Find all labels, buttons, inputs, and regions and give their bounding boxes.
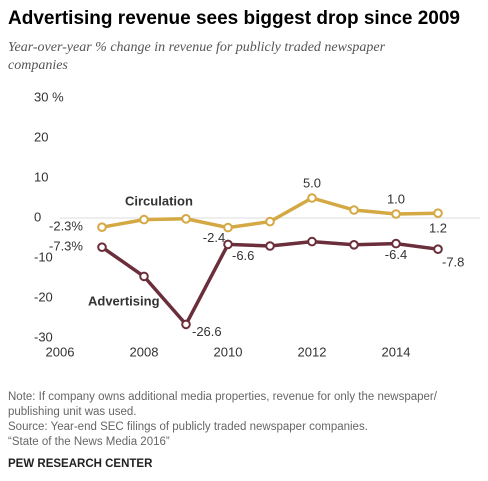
data-label: -7.8 (442, 255, 464, 270)
data-label: -26.6 (192, 324, 222, 339)
y-tick-label: 20 (34, 129, 48, 144)
data-label: -7.3% (49, 239, 83, 254)
y-tick-label: 0 (34, 209, 41, 224)
point (307, 236, 317, 247)
y-tick-label: -20 (34, 289, 53, 304)
note: publishing unit was used. (8, 406, 137, 418)
point (97, 242, 107, 252)
point (265, 241, 275, 251)
data-label: -2.3% (49, 219, 83, 234)
point (181, 214, 191, 224)
credit: PEW RESEARCH CENTER (8, 458, 153, 470)
note: Source: Year-end SEC filings of publicly… (8, 421, 368, 433)
point (139, 214, 149, 225)
chart-subtitle: companies (8, 58, 68, 73)
point (139, 271, 149, 282)
y-tick-label: -30 (34, 329, 53, 344)
point (349, 240, 359, 250)
point (97, 222, 107, 232)
data-label: 1.0 (387, 191, 405, 206)
point (433, 208, 443, 218)
y-tick-label: 10 (34, 169, 48, 184)
x-tick-label: 2010 (214, 344, 243, 359)
data-label: 1.2 (429, 221, 447, 236)
data-label: -6.6 (232, 248, 254, 263)
point (307, 193, 317, 203)
series-label: Advertising (88, 293, 160, 308)
point (433, 244, 443, 254)
point (181, 319, 191, 330)
data-label: -6.4 (385, 247, 407, 262)
point (223, 239, 233, 250)
data-label: -2.4 (203, 230, 225, 245)
point (391, 238, 401, 249)
point (349, 205, 359, 215)
data-label: 5.0 (303, 175, 321, 190)
x-tick-label: 2012 (298, 344, 327, 359)
point (265, 216, 275, 227)
x-tick-label: 2008 (130, 344, 159, 359)
point (391, 209, 401, 219)
chart-title: Advertising revenue sees biggest drop si… (8, 8, 460, 29)
y-tick-label: -10 (34, 249, 53, 264)
note: “State of the News Media 2016” (8, 436, 170, 448)
series-label: Circulation (125, 193, 193, 208)
x-tick-label: 2006 (46, 344, 75, 359)
x-tick-label: 2014 (382, 344, 411, 359)
chart-subtitle: Year-over-year % change in revenue for p… (8, 40, 386, 55)
point (223, 222, 233, 233)
note: Note: If company owns additional media p… (8, 391, 438, 403)
y-tick-label: 30 % (34, 89, 64, 104)
